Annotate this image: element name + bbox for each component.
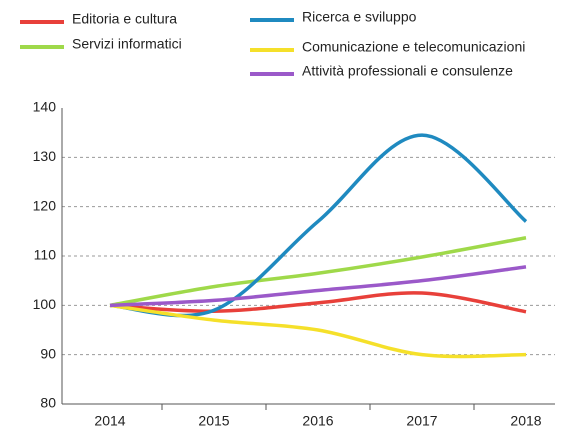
legend-label: Comunicazione e telecomunicazioni	[302, 39, 525, 55]
legend-label: Servizi informatici	[72, 36, 182, 52]
x-tick-label: 2014	[94, 413, 125, 429]
x-tick-label: 2016	[302, 413, 333, 429]
line-series	[109, 303, 527, 359]
y-tick-label: 100	[33, 296, 57, 312]
line-series	[109, 236, 527, 308]
y-tick-label: 140	[33, 99, 57, 115]
x-tick-label: 2017	[406, 413, 437, 429]
line-series	[109, 265, 527, 308]
line-series	[109, 291, 527, 314]
y-tick-label: 90	[40, 345, 56, 361]
x-tick-label: 2018	[510, 413, 541, 429]
x-tick-label: 2015	[198, 413, 229, 429]
line-series	[109, 133, 528, 318]
legend-label: Editoria e cultura	[72, 11, 177, 27]
y-tick-label: 120	[33, 197, 57, 213]
y-tick-label: 130	[33, 148, 57, 164]
legend-label: Attività professionali e consulenze	[302, 63, 513, 79]
y-tick-label: 110	[34, 247, 57, 263]
y-tick-label: 80	[40, 395, 56, 411]
legend-label: Ricerca e sviluppo	[302, 9, 417, 25]
